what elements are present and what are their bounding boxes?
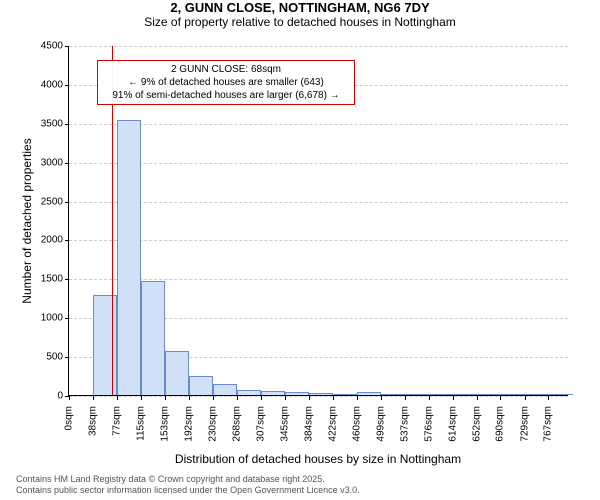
gridline xyxy=(69,202,568,203)
y-tick-label: 500 xyxy=(46,352,69,363)
x-tick-label: 153sqm xyxy=(159,402,170,442)
attribution-line-2: Contains public sector information licen… xyxy=(16,485,360,496)
gridline xyxy=(69,396,568,397)
x-tick-label: 230sqm xyxy=(207,402,218,442)
x-tick-label: 652sqm xyxy=(471,402,482,442)
histogram-bar xyxy=(261,391,285,395)
x-tick-label: 307sqm xyxy=(255,402,266,442)
callout-line-3: 91% of semi-detached houses are larger (… xyxy=(104,89,348,102)
histogram-bar xyxy=(333,394,357,395)
x-tick-label: 422sqm xyxy=(327,402,338,442)
y-tick-label: 3500 xyxy=(41,118,69,129)
histogram-bar xyxy=(309,393,333,395)
histogram-bar xyxy=(501,394,525,395)
x-tick-label: 77sqm xyxy=(112,402,123,436)
x-tick-label: 460sqm xyxy=(351,402,362,442)
callout-box: 2 GUNN CLOSE: 68sqm ← 9% of detached hou… xyxy=(97,60,355,105)
histogram-bar xyxy=(285,392,309,395)
histogram-bar xyxy=(213,384,237,395)
y-axis-label: Number of detached properties xyxy=(20,138,34,303)
y-tick-label: 2500 xyxy=(41,196,69,207)
x-tick-label: 268sqm xyxy=(231,402,242,442)
y-tick-label: 3000 xyxy=(41,157,69,168)
histogram-bar xyxy=(357,392,381,396)
histogram-bar xyxy=(477,394,501,395)
histogram-bar xyxy=(549,394,573,395)
x-axis-label: Distribution of detached houses by size … xyxy=(175,452,461,466)
x-tick-label: 537sqm xyxy=(399,402,410,442)
y-tick-label: 1500 xyxy=(41,274,69,285)
x-tick-label: 767sqm xyxy=(543,402,554,442)
attribution-line-1: Contains HM Land Registry data © Crown c… xyxy=(16,474,360,485)
x-tick-label: 115sqm xyxy=(135,402,146,441)
y-tick-label: 0 xyxy=(57,391,69,402)
gridline xyxy=(69,124,568,125)
x-tick-label: 345sqm xyxy=(279,402,290,442)
y-tick-label: 1000 xyxy=(41,313,69,324)
histogram-bar xyxy=(141,281,165,395)
gridline xyxy=(69,46,568,47)
x-tick-label: 192sqm xyxy=(184,402,195,442)
x-tick-label: 576sqm xyxy=(424,402,435,442)
histogram-bar xyxy=(405,394,429,395)
x-tick-label: 38sqm xyxy=(87,402,98,436)
histogram-bar xyxy=(189,376,213,395)
x-tick-label: 690sqm xyxy=(495,402,506,442)
gridline xyxy=(69,279,568,280)
histogram-bar xyxy=(165,351,189,395)
histogram-bar xyxy=(381,394,405,395)
x-tick-label: 384sqm xyxy=(304,402,315,442)
callout-line-1: 2 GUNN CLOSE: 68sqm xyxy=(104,63,348,76)
histogram-bar xyxy=(429,394,453,395)
histogram-bar xyxy=(525,394,549,395)
y-tick-label: 4500 xyxy=(41,41,69,52)
gridline xyxy=(69,163,568,164)
x-tick-label: 729sqm xyxy=(519,402,530,442)
y-tick-label: 2000 xyxy=(41,235,69,246)
x-tick-label: 499sqm xyxy=(375,402,386,442)
histogram-bar xyxy=(93,295,117,395)
callout-line-2: ← 9% of detached houses are smaller (643… xyxy=(104,76,348,89)
y-tick-label: 4000 xyxy=(41,79,69,90)
histogram-bar xyxy=(237,390,261,395)
gridline xyxy=(69,240,568,241)
x-tick-label: 0sqm xyxy=(64,402,75,430)
histogram-bar xyxy=(117,120,141,395)
x-tick-label: 614sqm xyxy=(447,402,458,442)
histogram-bar xyxy=(453,394,477,395)
attribution: Contains HM Land Registry data © Crown c… xyxy=(16,474,360,497)
